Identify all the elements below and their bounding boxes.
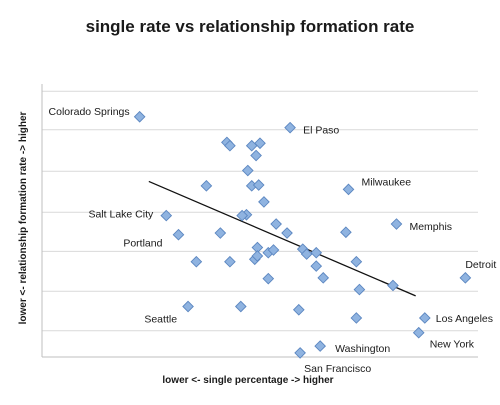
data-point-2 [342,183,355,196]
data-point-33 [190,255,203,268]
data-point-31 [251,250,264,262]
city-label-washington: Washington [335,343,390,355]
city-label-new-york: New York [430,339,475,351]
data-point-8 [418,312,431,324]
city-label-los-angeles: Los Angeles [436,313,493,325]
data-point-37 [310,260,323,272]
data-point-1 [284,121,296,134]
city-label-salt-lake-city: Salt Lake City [88,209,154,221]
data-points [133,110,472,359]
city-label-el-paso: El Paso [303,125,339,137]
data-point-42 [262,272,275,285]
trendline-group [148,180,416,297]
data-point-23 [281,227,293,239]
data-point-43 [234,300,247,313]
data-point-26 [214,227,227,239]
gridlines [42,90,478,332]
city-label-milwaukee: Milwaukee [362,176,412,188]
data-point-24 [236,209,248,222]
data-point-10 [314,340,327,352]
data-point-45 [350,312,363,324]
data-point-3 [160,209,173,222]
data-point-38 [317,271,330,284]
city-label-seattle: Seattle [144,313,177,325]
data-point-41 [353,283,366,296]
chart-title: single rate vs relationship formation ra… [86,17,415,36]
data-point-5 [172,228,185,241]
data-point-35 [300,248,313,260]
x-axis-label: lower <- single percentage -> higher [162,375,333,386]
point-labels: Colorado Springs El Paso Milwaukee Salt Lak… [49,106,497,375]
data-point-16 [250,149,262,162]
data-point-15 [254,137,266,150]
data-point-11 [294,347,306,359]
city-label-detroit: Detroit [465,259,496,271]
data-point-44 [292,303,305,316]
data-point-6 [459,271,472,284]
data-point-25 [200,179,213,192]
data-point-36 [310,246,323,259]
data-point-0 [133,110,146,123]
data-point-20 [258,196,270,208]
data-point-40 [350,255,363,268]
city-label-memphis: Memphis [409,221,452,233]
data-point-4 [390,218,403,230]
data-point-22 [270,218,282,230]
city-label-san-francisco: San Francisco [304,363,371,375]
data-point-19 [252,179,265,191]
data-point-13 [224,139,236,152]
data-point-39 [340,226,352,239]
city-label-portland: Portland [123,238,162,250]
data-point-17 [241,164,254,177]
data-point-9 [412,326,425,339]
data-point-32 [267,244,280,256]
city-label-colorado-springs: Colorado Springs [49,106,130,118]
data-point-46 [387,279,399,292]
data-point-7 [182,300,194,313]
y-axis-label: lower <- relationship formation rate -> … [18,111,29,324]
trendline [148,180,416,297]
data-point-27 [224,255,236,268]
